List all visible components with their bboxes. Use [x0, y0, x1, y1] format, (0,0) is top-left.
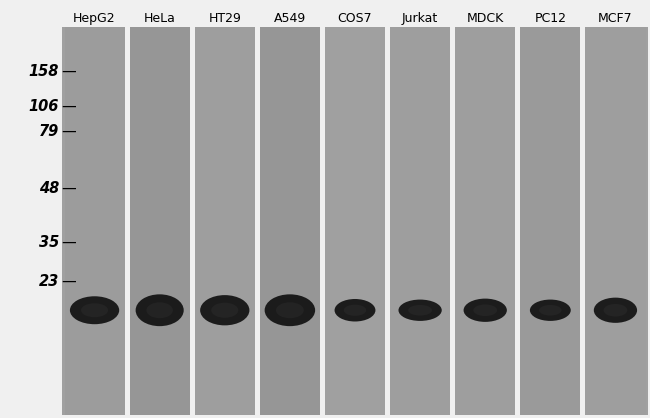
Bar: [455, 27, 515, 415]
Text: A549: A549: [274, 12, 306, 25]
Text: 23: 23: [39, 274, 59, 289]
Bar: [580, 27, 586, 415]
Ellipse shape: [81, 303, 108, 317]
Bar: [260, 27, 320, 415]
Ellipse shape: [408, 305, 432, 316]
Text: —: —: [62, 64, 77, 79]
Text: —: —: [62, 235, 77, 250]
Bar: [190, 27, 195, 415]
Text: —: —: [62, 181, 77, 196]
Bar: [195, 27, 255, 415]
Ellipse shape: [463, 298, 507, 322]
Bar: [515, 27, 520, 415]
Bar: [325, 27, 385, 415]
Text: Jurkat: Jurkat: [402, 12, 438, 25]
Bar: [125, 27, 129, 415]
Ellipse shape: [276, 302, 304, 318]
Bar: [255, 27, 260, 415]
Bar: [586, 27, 645, 415]
Ellipse shape: [530, 300, 571, 321]
Ellipse shape: [70, 296, 119, 324]
Text: 48: 48: [39, 181, 59, 196]
Text: —: —: [62, 274, 77, 289]
Ellipse shape: [136, 294, 184, 326]
Ellipse shape: [398, 300, 442, 321]
Text: 158: 158: [29, 64, 59, 79]
Text: PC12: PC12: [534, 12, 566, 25]
Ellipse shape: [604, 304, 627, 316]
Ellipse shape: [211, 303, 239, 318]
Ellipse shape: [594, 298, 637, 323]
Text: HeLa: HeLa: [144, 12, 176, 25]
Bar: [450, 27, 455, 415]
Text: —: —: [62, 124, 77, 139]
Text: 35: 35: [39, 235, 59, 250]
Ellipse shape: [146, 302, 173, 318]
Text: —: —: [62, 99, 77, 114]
Text: 106: 106: [29, 99, 59, 114]
Text: COS7: COS7: [338, 12, 372, 25]
Bar: [64, 27, 125, 415]
Ellipse shape: [539, 305, 562, 316]
Ellipse shape: [335, 299, 376, 321]
Text: HT29: HT29: [209, 12, 241, 25]
Text: MCF7: MCF7: [598, 12, 632, 25]
Bar: [390, 27, 450, 415]
Ellipse shape: [200, 295, 250, 325]
Ellipse shape: [344, 305, 366, 316]
Text: 79: 79: [39, 124, 59, 139]
Text: MDCK: MDCK: [467, 12, 504, 25]
Bar: [320, 27, 325, 415]
Text: HepG2: HepG2: [73, 12, 116, 25]
Bar: [520, 27, 580, 415]
Bar: [129, 27, 190, 415]
Ellipse shape: [265, 294, 315, 326]
Bar: [385, 27, 390, 415]
Ellipse shape: [473, 304, 497, 316]
